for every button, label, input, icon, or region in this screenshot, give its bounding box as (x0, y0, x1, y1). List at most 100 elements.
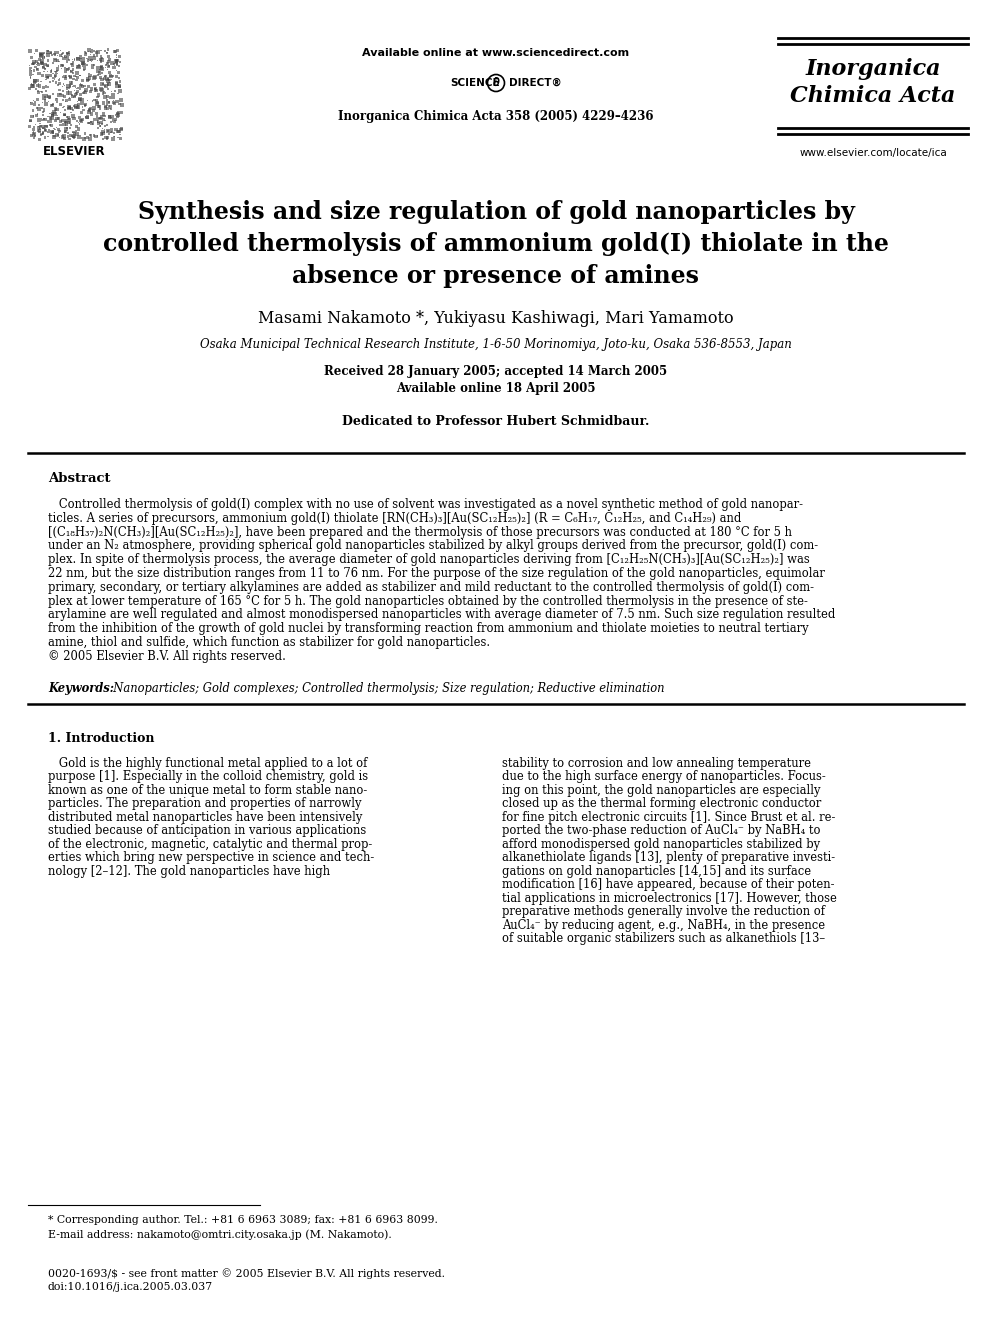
Bar (113, 102, 116, 105)
Bar (85, 115, 89, 119)
Text: Available online 18 April 2005: Available online 18 April 2005 (396, 382, 596, 396)
Bar (81, 61, 85, 65)
Bar (76, 127, 80, 131)
Text: gations on gold nanoparticles [14,15] and its surface: gations on gold nanoparticles [14,15] an… (502, 865, 811, 877)
Bar (49, 119, 53, 123)
Bar (96, 50, 100, 54)
Bar (37, 62, 40, 65)
Text: stability to corrosion and low annealing temperature: stability to corrosion and low annealing… (502, 757, 811, 770)
Bar (65, 85, 69, 89)
Bar (100, 56, 102, 58)
Bar (65, 61, 68, 64)
Bar (41, 119, 43, 120)
Bar (96, 105, 100, 108)
Bar (32, 110, 35, 112)
Bar (107, 49, 109, 52)
Bar (71, 58, 73, 60)
Bar (38, 58, 41, 61)
Bar (68, 75, 72, 79)
Bar (30, 102, 34, 106)
Bar (103, 77, 106, 81)
Bar (36, 64, 38, 65)
Bar (62, 57, 65, 60)
Bar (115, 75, 118, 78)
Bar (53, 130, 54, 131)
Bar (80, 98, 83, 101)
Bar (81, 138, 85, 142)
Bar (41, 118, 42, 119)
Bar (55, 71, 58, 74)
Bar (31, 83, 33, 85)
Bar (47, 75, 50, 78)
Bar (53, 112, 57, 116)
Bar (56, 107, 59, 111)
Bar (102, 102, 105, 105)
Bar (54, 50, 57, 54)
Bar (79, 82, 81, 85)
Bar (46, 50, 50, 54)
Bar (59, 103, 62, 106)
Bar (92, 101, 93, 102)
Bar (118, 83, 121, 87)
Bar (96, 69, 100, 73)
Bar (53, 135, 56, 139)
Bar (73, 58, 75, 60)
Text: known as one of the unique metal to form stable nano-: known as one of the unique metal to form… (48, 783, 367, 796)
Bar (92, 77, 96, 79)
Bar (78, 97, 82, 101)
Bar (73, 136, 75, 139)
Bar (71, 135, 73, 138)
Bar (73, 75, 75, 78)
Bar (72, 136, 74, 139)
Bar (87, 79, 89, 81)
Bar (52, 62, 54, 64)
Bar (33, 61, 36, 65)
Bar (78, 116, 80, 119)
Bar (106, 95, 109, 98)
Bar (92, 66, 94, 69)
Bar (50, 74, 52, 77)
Bar (54, 58, 57, 62)
Bar (83, 132, 86, 135)
Bar (50, 116, 54, 120)
Bar (109, 106, 112, 108)
Bar (62, 83, 64, 85)
Bar (88, 77, 91, 79)
Bar (72, 116, 75, 120)
Bar (105, 78, 108, 81)
Bar (66, 53, 68, 54)
Bar (69, 134, 72, 136)
Bar (75, 132, 79, 136)
Text: Keywords:: Keywords: (48, 681, 114, 695)
Bar (28, 87, 32, 90)
Bar (54, 107, 58, 111)
Bar (43, 132, 44, 134)
Bar (42, 66, 45, 69)
Bar (70, 70, 73, 73)
Bar (88, 56, 91, 60)
Bar (98, 118, 99, 119)
Bar (107, 82, 111, 86)
Bar (64, 110, 65, 111)
Bar (79, 83, 82, 87)
Text: of the electronic, magnetic, catalytic and thermal prop-: of the electronic, magnetic, catalytic a… (48, 837, 372, 851)
Bar (30, 83, 34, 87)
Bar (108, 58, 111, 61)
Bar (38, 103, 40, 106)
Bar (97, 120, 99, 123)
Bar (108, 78, 111, 81)
Bar (119, 61, 121, 64)
Bar (111, 93, 115, 97)
Bar (70, 107, 73, 110)
Bar (31, 83, 35, 87)
Bar (115, 114, 116, 115)
Bar (30, 70, 32, 73)
Bar (29, 119, 32, 122)
Bar (73, 60, 75, 61)
Bar (85, 115, 88, 119)
Text: purpose [1]. Especially in the colloid chemistry, gold is: purpose [1]. Especially in the colloid c… (48, 770, 368, 783)
Bar (68, 67, 70, 70)
Bar (60, 93, 62, 95)
Bar (55, 58, 57, 61)
Bar (60, 64, 62, 67)
